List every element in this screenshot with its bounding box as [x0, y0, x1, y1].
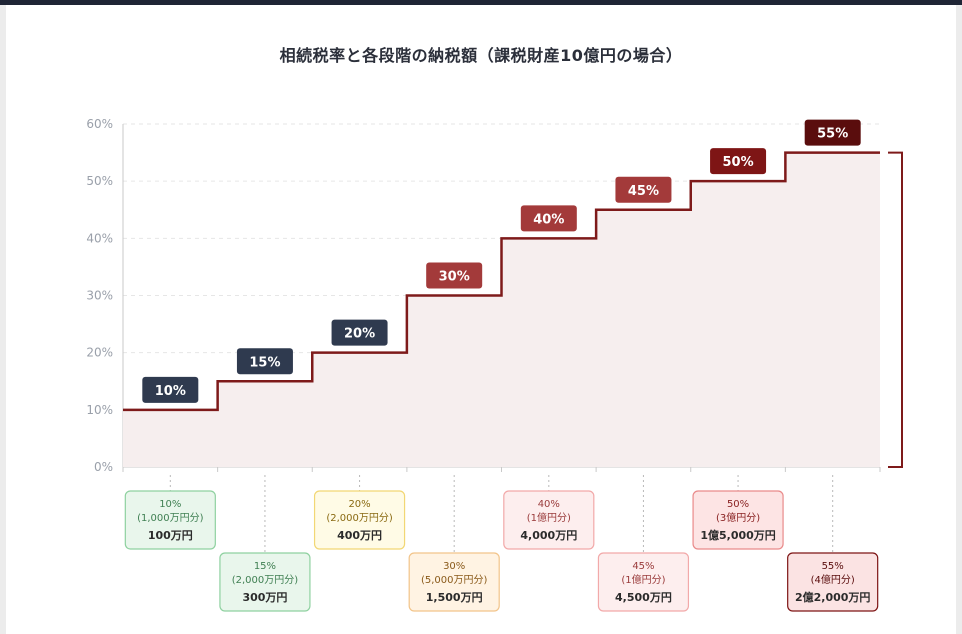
- bracket-rate: 30%: [443, 561, 465, 572]
- bracket-rate: 55%: [822, 561, 844, 572]
- bracket-range: (3億円分): [716, 511, 760, 524]
- bracket-range: (5,000万円分): [421, 574, 488, 586]
- bracket-tax: 1,500万円: [426, 591, 483, 604]
- y-tick-label: 60%: [86, 117, 113, 131]
- bracket-range: (1億円分): [527, 511, 571, 524]
- rate-badge: [710, 148, 767, 175]
- rate-badge: [615, 176, 672, 203]
- bracket-box: [219, 552, 311, 612]
- bracket-range: (2,000万円分): [232, 574, 299, 586]
- rate-badge-label: 50%: [723, 155, 754, 170]
- bracket-box: [787, 552, 879, 612]
- bracket-range: (2,000万円分): [326, 512, 393, 524]
- bracket-tax: 4,500万円: [615, 591, 672, 604]
- y-tick-label: 0%: [94, 460, 113, 474]
- step-line: [123, 151, 880, 412]
- top-bar: [0, 0, 962, 5]
- bracket-rate: 15%: [254, 561, 276, 572]
- y-tick-label: 20%: [86, 346, 113, 360]
- bracket-tax: 2億2,000万円: [795, 590, 870, 604]
- y-tick-label: 10%: [86, 403, 113, 417]
- bracket-tax: 100万円: [148, 529, 193, 542]
- bracket-box: [408, 552, 500, 612]
- rate-badge: [520, 205, 577, 232]
- rate-badge-label: 10%: [155, 384, 186, 399]
- bracket-rate: 40%: [538, 499, 560, 510]
- rate-badge-label: 15%: [249, 355, 280, 370]
- bracket-box: [124, 490, 216, 550]
- rate-badge-label: 30%: [439, 270, 470, 285]
- rate-badge-label: 55%: [817, 127, 848, 142]
- total-bracket: [888, 151, 903, 468]
- bracket-box: [313, 490, 406, 550]
- rate-badge: [331, 319, 388, 346]
- bracket-range: (1,000万円分): [137, 512, 204, 524]
- rate-badge-label: 20%: [344, 327, 375, 342]
- rate-badge: [426, 262, 483, 289]
- bracket-box: [503, 490, 595, 550]
- y-tick-label: 30%: [86, 289, 113, 303]
- chart-title: 相続税率と各段階の納税額（課税財産10億円の場合）: [279, 46, 683, 65]
- step-area: [123, 152, 880, 468]
- bracket-rate: 20%: [348, 499, 370, 510]
- bracket-rate: 45%: [632, 561, 654, 572]
- bracket-tax: 400万円: [337, 529, 382, 542]
- rate-badge-label: 45%: [628, 184, 659, 199]
- bracket-rate: 50%: [727, 499, 749, 510]
- bracket-box: [597, 552, 690, 612]
- y-tick-label: 50%: [86, 174, 113, 188]
- bracket-rate: 10%: [159, 499, 181, 510]
- rate-badge: [142, 376, 199, 403]
- bracket-box: [692, 490, 784, 550]
- rate-badge-label: 40%: [533, 212, 564, 227]
- bracket-tax: 300万円: [242, 591, 287, 604]
- bracket-range: (1億円分): [621, 573, 665, 586]
- rate-badge: [236, 348, 293, 375]
- bracket-tax: 4,000万円: [520, 529, 577, 542]
- y-tick-label: 40%: [86, 231, 113, 245]
- bracket-range: (4億円分): [811, 573, 855, 586]
- bracket-tax: 1億5,000万円: [700, 528, 775, 542]
- rate-badge: [804, 119, 861, 146]
